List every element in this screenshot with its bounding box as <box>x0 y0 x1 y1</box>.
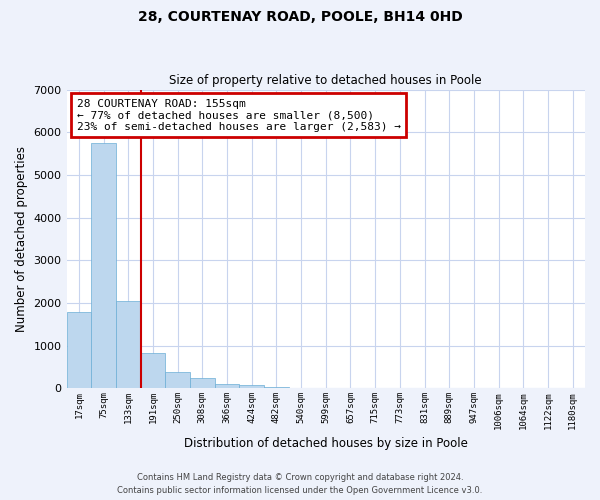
Title: Size of property relative to detached houses in Poole: Size of property relative to detached ho… <box>169 74 482 87</box>
Bar <box>116 301 140 388</box>
Text: 28 COURTENAY ROAD: 155sqm
← 77% of detached houses are smaller (8,500)
23% of se: 28 COURTENAY ROAD: 155sqm ← 77% of detac… <box>77 98 401 132</box>
Bar <box>140 353 165 388</box>
X-axis label: Distribution of detached houses by size in Poole: Distribution of detached houses by size … <box>184 437 468 450</box>
Bar <box>91 143 116 388</box>
Text: Contains HM Land Registry data © Crown copyright and database right 2024.
Contai: Contains HM Land Registry data © Crown c… <box>118 473 482 495</box>
Bar <box>67 312 91 388</box>
Bar <box>239 386 264 388</box>
Bar <box>215 384 239 388</box>
Text: 28, COURTENAY ROAD, POOLE, BH14 0HD: 28, COURTENAY ROAD, POOLE, BH14 0HD <box>137 10 463 24</box>
Bar <box>165 372 190 388</box>
Bar <box>264 387 289 388</box>
Y-axis label: Number of detached properties: Number of detached properties <box>15 146 28 332</box>
Bar <box>190 378 215 388</box>
